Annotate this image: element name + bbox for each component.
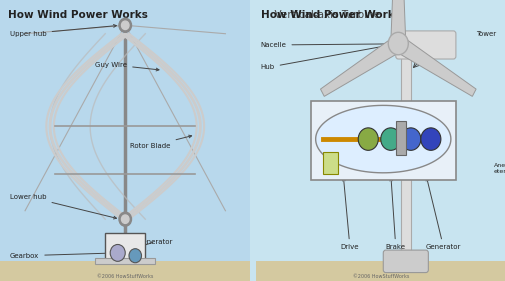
Text: Rotor Blade: Rotor Blade xyxy=(130,135,191,149)
Circle shape xyxy=(400,128,420,150)
Polygon shape xyxy=(315,105,450,173)
Bar xyxy=(95,258,155,264)
FancyBboxPatch shape xyxy=(105,233,145,261)
Circle shape xyxy=(387,32,408,55)
Text: Tower: Tower xyxy=(475,31,495,37)
Circle shape xyxy=(119,18,131,32)
Text: Generator: Generator xyxy=(137,239,173,247)
Text: Low-speed
Shaft: Low-speed Shaft xyxy=(330,106,367,128)
Bar xyxy=(255,261,505,281)
Polygon shape xyxy=(394,36,475,96)
Text: How Wind Power Works: How Wind Power Works xyxy=(8,10,147,20)
Circle shape xyxy=(119,212,131,226)
Text: Hub: Hub xyxy=(260,43,394,71)
Text: Gearbox: Gearbox xyxy=(10,252,114,259)
FancyBboxPatch shape xyxy=(395,31,455,59)
Text: Nacelle: Nacelle xyxy=(260,42,426,48)
Bar xyxy=(395,121,405,155)
Text: Rotor Blade: Rotor Blade xyxy=(0,280,1,281)
Text: Brake: Brake xyxy=(385,178,405,250)
Circle shape xyxy=(110,244,125,261)
Circle shape xyxy=(121,215,129,223)
FancyBboxPatch shape xyxy=(310,101,455,180)
Bar xyxy=(400,51,410,261)
Text: Generator: Generator xyxy=(425,178,461,250)
Polygon shape xyxy=(390,0,405,44)
Circle shape xyxy=(420,128,440,150)
Text: Rotor Hub: Rotor Hub xyxy=(310,132,345,138)
Circle shape xyxy=(380,128,400,150)
Text: Vertical-axis Turbine: Vertical-axis Turbine xyxy=(268,10,379,20)
Circle shape xyxy=(121,21,129,30)
Text: ©2006 HowStuffWorks: ©2006 HowStuffWorks xyxy=(352,274,408,279)
FancyBboxPatch shape xyxy=(382,250,428,273)
Text: How Wind Power Works: How Wind Power Works xyxy=(260,10,399,20)
Bar xyxy=(323,152,337,174)
Bar xyxy=(0,261,250,281)
Text: Gearbox: Gearbox xyxy=(368,132,397,138)
Text: Guy Wire: Guy Wire xyxy=(95,62,159,71)
Circle shape xyxy=(358,128,378,150)
Text: Drive: Drive xyxy=(340,178,359,250)
Text: Upper hub: Upper hub xyxy=(10,24,116,37)
Circle shape xyxy=(129,249,141,263)
Polygon shape xyxy=(320,36,401,96)
Text: High-speed
Shaft: High-speed Shaft xyxy=(385,106,424,127)
Text: Anemom-
eter: Anemom- eter xyxy=(492,163,505,174)
Text: ©2006 HowStuffWorks: ©2006 HowStuffWorks xyxy=(97,274,153,279)
Text: Lower hub: Lower hub xyxy=(10,194,116,219)
